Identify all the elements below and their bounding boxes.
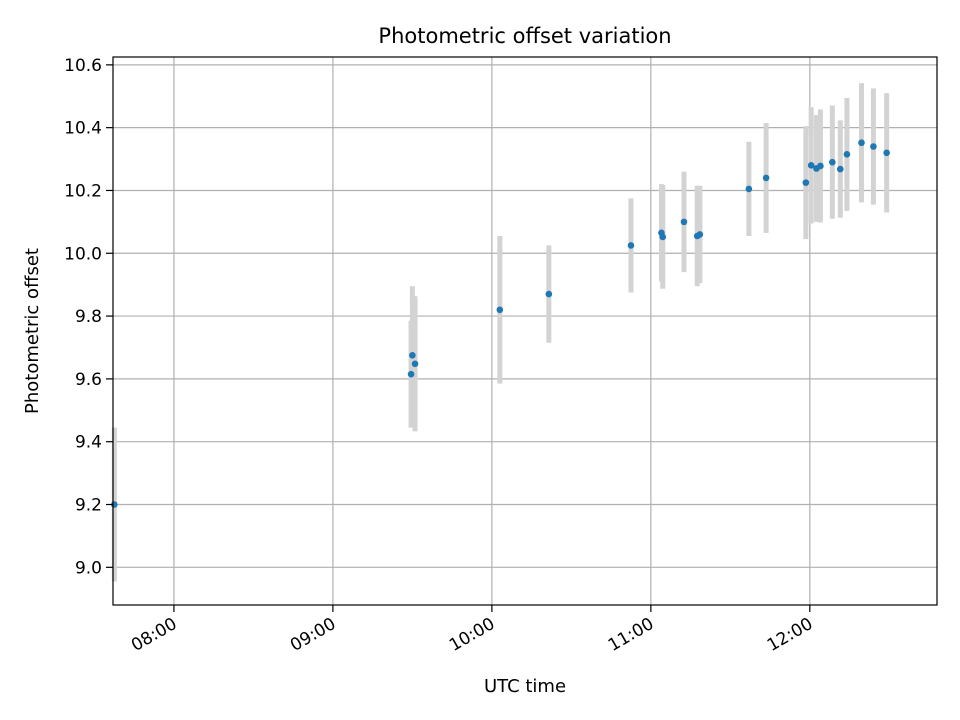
data-point [762,174,770,182]
grid [113,57,937,605]
data-point [680,218,688,226]
data-point [807,162,815,169]
data-points [111,139,890,508]
data-point [411,360,419,368]
x-axis-label: UTC time [484,676,566,697]
y-tick-label: 9.4 [75,433,102,453]
data-point [870,143,877,150]
y-tick-label: 10.2 [64,181,102,201]
data-point [802,179,810,186]
data-point [407,370,415,378]
data-point [858,139,865,147]
chart-title: Photometric offset variation [378,24,671,48]
y-tick-label: 10.6 [64,56,102,76]
data-point [545,290,553,298]
y-tick-label: 9.0 [75,558,102,578]
data-point [409,352,416,359]
data-point [696,231,704,238]
data-point [745,185,753,193]
data-point [659,233,667,241]
data-point [627,242,635,249]
data-point [836,165,844,173]
data-point [496,306,504,314]
data-point [883,149,890,157]
data-point [817,162,824,170]
y-tick-label: 9.8 [75,307,102,327]
y-tick-label: 10.0 [64,244,102,264]
y-tick-label: 10.4 [64,119,102,139]
y-axis-ticks: 9.0 9.2 9.4 9.6 9.8 10.0 10.2 10.4 10.6 [64,56,113,578]
plot-frame [112,56,938,606]
y-tick-label: 9.2 [75,496,102,516]
y-axis-label: Photometric offset [22,248,43,414]
data-point [843,151,851,158]
y-tick-label: 9.6 [75,370,102,390]
data-point [829,158,836,166]
